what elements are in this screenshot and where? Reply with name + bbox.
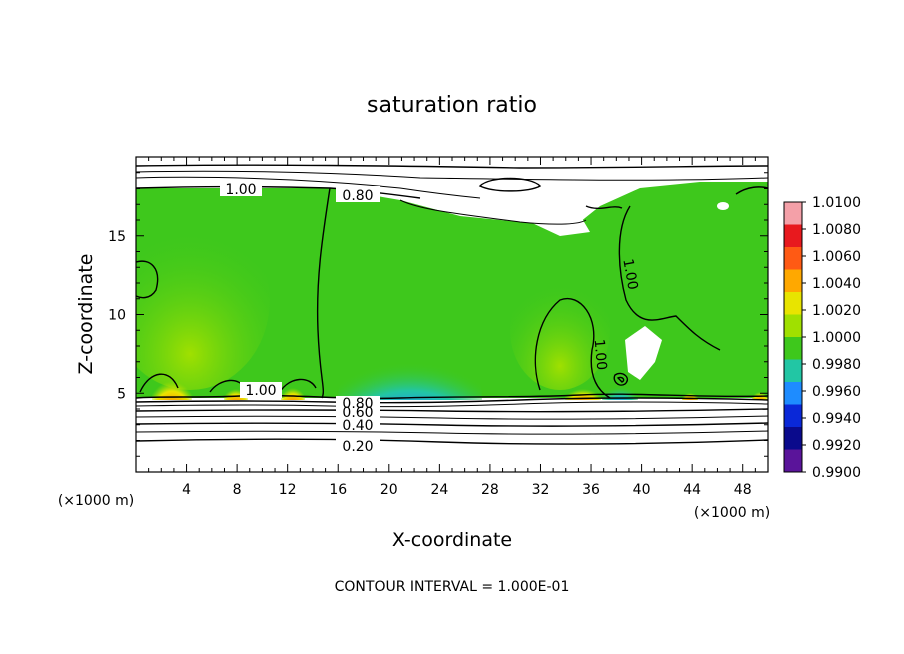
x-tick-label: 8 — [233, 482, 242, 498]
contour-line — [735, 186, 768, 195]
colorbar-swatch — [784, 404, 802, 428]
x-axis-title: X-coordinate — [392, 529, 512, 551]
colorbar-label: 0.9960 — [812, 384, 861, 400]
contour-label-box — [220, 180, 262, 196]
colorbar-swatch — [784, 292, 802, 315]
field-cloud-clear-1 — [460, 184, 590, 236]
contour-label: 1.00 — [245, 383, 276, 399]
x-tick-label: 12 — [279, 482, 297, 498]
contour-line — [399, 199, 587, 225]
colorbar-label: 1.0060 — [812, 249, 861, 265]
contour-label-backgrounds — [220, 180, 380, 453]
x-tick-label: 4 — [182, 482, 191, 498]
x-tick-label: 48 — [734, 482, 752, 498]
contour-line — [613, 372, 629, 386]
field-warm-right — [510, 270, 610, 390]
contour-line — [585, 205, 623, 209]
colorbar-swatch — [784, 427, 802, 450]
colorbar-label: 1.0020 — [812, 303, 861, 319]
contour-line — [136, 408, 768, 413]
colorbar-label: 0.9980 — [812, 357, 861, 373]
x-tick-label: 44 — [683, 482, 701, 498]
x-unit-label: (×1000 m) — [694, 505, 770, 521]
y-tick-labels: 5 10 15 — [108, 229, 126, 403]
contour-line — [136, 401, 768, 408]
field-main — [136, 182, 768, 398]
field-cloud-clear-3 — [717, 202, 729, 210]
colorbar-swatch — [784, 224, 802, 248]
colorbar-label: 1.0080 — [812, 222, 861, 238]
contour-label-box — [240, 382, 282, 398]
x-tick-label: 40 — [633, 482, 651, 498]
field-warm-left — [136, 210, 270, 390]
contour-interval-note: CONTOUR INTERVAL = 1.000E-01 — [335, 579, 570, 595]
contour-line — [136, 430, 768, 435]
contour-label-box — [336, 186, 380, 202]
x-tick-label: 24 — [430, 482, 448, 498]
colorbar-swatch — [784, 359, 802, 383]
contour-label-box — [336, 437, 380, 453]
contour-label: 0.80 — [342, 188, 373, 204]
colorbar-swatch — [784, 314, 802, 338]
contour-line — [136, 397, 768, 404]
colorbar-swatch — [784, 337, 802, 360]
x-tick-label: 36 — [582, 482, 600, 498]
contour-label: 1.00 — [591, 338, 610, 370]
colorbar-label: 0.9900 — [812, 465, 861, 481]
plot-area: 1.00 0.80 1.00 1.00 1.00 0.80 0.60 0.40 … — [136, 157, 768, 472]
contour-line — [136, 422, 768, 427]
y-tick-label: 15 — [108, 229, 126, 245]
x-tick-label: 28 — [481, 482, 499, 498]
contour-label: 1.00 — [225, 182, 256, 198]
contour-label: 0.40 — [342, 418, 373, 434]
contour-label: 1.00 — [619, 258, 640, 291]
contour-line — [136, 438, 768, 445]
contour-line — [478, 177, 542, 192]
colorbar-swatch — [784, 382, 802, 405]
z-unit-label: (×1000 m) — [58, 493, 134, 509]
contour-label: 0.80 — [342, 396, 373, 412]
y-tick-label: 10 — [108, 308, 126, 324]
contour-line — [618, 205, 721, 351]
contour-line — [316, 187, 331, 399]
contour-line — [136, 260, 159, 299]
x-tick-label: 16 — [329, 482, 347, 498]
colorbar-swatch — [784, 247, 802, 270]
contour-line — [136, 176, 481, 199]
field-cloud-clear-2 — [625, 326, 662, 380]
x-tick-label: 32 — [532, 482, 550, 498]
colorbar-label: 1.0040 — [812, 276, 861, 292]
contour-line — [534, 297, 611, 399]
x-tick-labels: 4 8 12 16 20 24 28 32 36 40 44 48 — [182, 482, 752, 498]
y-tick-label: 5 — [117, 386, 126, 402]
chart-title: saturation ratio — [367, 93, 537, 118]
contour-label-box — [336, 417, 380, 431]
colorbar-label: 0.9940 — [812, 411, 861, 427]
colorbar-swatch — [784, 449, 802, 473]
x-tick-label: 20 — [380, 482, 398, 498]
field-lower-atmosphere — [136, 400, 768, 472]
contour-line — [136, 164, 768, 169]
y-axis-title: Z-coordinate — [75, 254, 97, 375]
contour-line — [136, 393, 768, 400]
colorbar-label: 0.9920 — [812, 438, 861, 454]
contour-line — [136, 185, 421, 199]
colorbar-label: 1.0100 — [812, 195, 861, 211]
axis-ticks — [136, 157, 768, 472]
contour-label: 0.20 — [342, 439, 373, 455]
contour-label-box — [336, 405, 380, 418]
colorbar: 1.0100 1.0080 1.0060 1.0040 1.0020 1.0000 0.99… — [783, 195, 861, 481]
contour-line — [136, 415, 768, 420]
colorbar-label: 1.0000 — [812, 330, 861, 346]
colorbar-swatch — [784, 269, 802, 293]
colorbar-swatch — [784, 202, 802, 225]
contour-label: 0.60 — [342, 405, 373, 421]
contour-lines — [136, 164, 768, 445]
contour-line — [136, 170, 768, 181]
